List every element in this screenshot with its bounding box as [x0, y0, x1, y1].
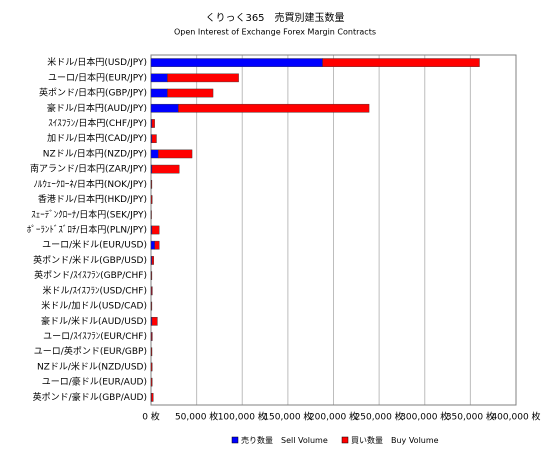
bar [150, 149, 159, 159]
y-tick-label: NZドル/日本円(NZD/JPY) [43, 147, 147, 159]
y-tick-label: ユーロ/ｽｲｽﾌﾗﾝ(EUR/CHF) [43, 331, 147, 342]
y-tick-label: ﾉﾙｳｪｰｸﾛｰﾈ/日本円(NOK/JPY) [33, 178, 147, 190]
bar [150, 103, 179, 113]
bar [178, 103, 370, 113]
x-tick-label: 50,000 枚 [175, 411, 218, 423]
x-tick-label: 0 枚 [142, 411, 160, 423]
y-tick-label: 米ドル/加ドル(USD/CAD) [41, 300, 147, 312]
bar [150, 88, 168, 98]
bar [154, 240, 160, 250]
x-tick-label: 350,000 枚 [446, 411, 495, 423]
y-tick-label: 英ポンド/ｽｲｽﾌﾗﾝ(GBP/CHF) [34, 269, 147, 281]
bar [167, 73, 239, 83]
bar [150, 58, 323, 67]
bar [150, 73, 168, 83]
bar [151, 119, 155, 128]
x-tick-label: 200,000 枚 [309, 411, 358, 423]
legend-label: 売り数量 Sell Volume [241, 435, 328, 445]
bar [151, 332, 153, 341]
y-tick-label: ユーロ/英ポンド(EUR/GBP) [34, 345, 147, 357]
y-tick-label: ユーロ/日本円(EUR/JPY) [48, 71, 147, 83]
bar [151, 362, 153, 372]
x-tick-label: 150,000 枚 [263, 411, 312, 423]
bar [322, 58, 480, 67]
y-tick-label: 米ドル/ｽｲｽﾌﾗﾝ(USD/CHF) [42, 284, 147, 296]
bar [151, 271, 153, 280]
bar [151, 393, 154, 402]
y-tick-label: ユーロ/米ドル(EUR/USD) [42, 239, 147, 251]
y-tick-label: ｽｪｰﾃﾞﾝｸﾛｰﾅ/日本円(SEK/JPY) [31, 208, 147, 220]
legend-swatch [341, 436, 349, 444]
bar [151, 286, 153, 296]
y-tick-label: 香港ドル/日本円(HKD/JPY) [38, 193, 147, 205]
y-tick-label: 英ポンド/米ドル(GBP/USD) [33, 254, 147, 266]
bar [151, 134, 157, 144]
bar [151, 256, 154, 265]
legend-swatch [231, 436, 239, 444]
x-tick-label: 300,000 枚 [400, 411, 449, 423]
bar [151, 225, 160, 235]
bar [151, 347, 153, 357]
bar [151, 316, 158, 326]
y-tick-label: NZドル/米ドル(NZD/USD) [37, 360, 147, 372]
bar [151, 301, 153, 311]
y-tick-label: 米ドル/日本円(USD/JPY) [47, 56, 147, 68]
y-tick-label: ｽｲｽﾌﾗﾝ/日本円(CHF/JPY) [48, 117, 147, 129]
bar [150, 240, 155, 250]
chart-title: くりっく365 売買別建玉数量 [205, 11, 344, 24]
y-tick-label: 加ドル/日本円(CAD/JPY) [47, 132, 147, 144]
y-tick-label: ﾎﾟｰﾗﾝﾄﾞｽﾞﾛﾁ/日本円(PLN/JPY) [27, 224, 147, 236]
chart-subtitle: Open Interest of Exchange Forex Margin C… [174, 28, 376, 37]
bar [150, 180, 153, 189]
bar [151, 377, 153, 387]
legend-label: 買い数量 Buy Volume [351, 435, 439, 445]
x-tick-label: 100,000 枚 [218, 411, 267, 423]
bar [167, 88, 214, 98]
bar [151, 195, 153, 204]
x-tick-label: 400,000 枚 [491, 411, 540, 423]
y-tick-label: 英ポンド/豪ドル(GBP/AUD) [33, 391, 147, 403]
y-tick-label: 英ポンド/日本円(GBP/JPY) [39, 87, 147, 99]
y-tick-label: 豪ドル/日本円(AUD/JPY) [47, 102, 147, 114]
bar [158, 149, 193, 159]
y-tick-label: 南アランド/日本円(ZAR/JPY) [30, 163, 147, 175]
y-tick-label: 豪ドル/米ドル(AUD/USD) [41, 315, 147, 327]
bar [151, 164, 180, 174]
y-tick-label: ユーロ/豪ドル(EUR/AUD) [42, 376, 147, 388]
x-tick-label: 250,000 枚 [355, 411, 404, 423]
